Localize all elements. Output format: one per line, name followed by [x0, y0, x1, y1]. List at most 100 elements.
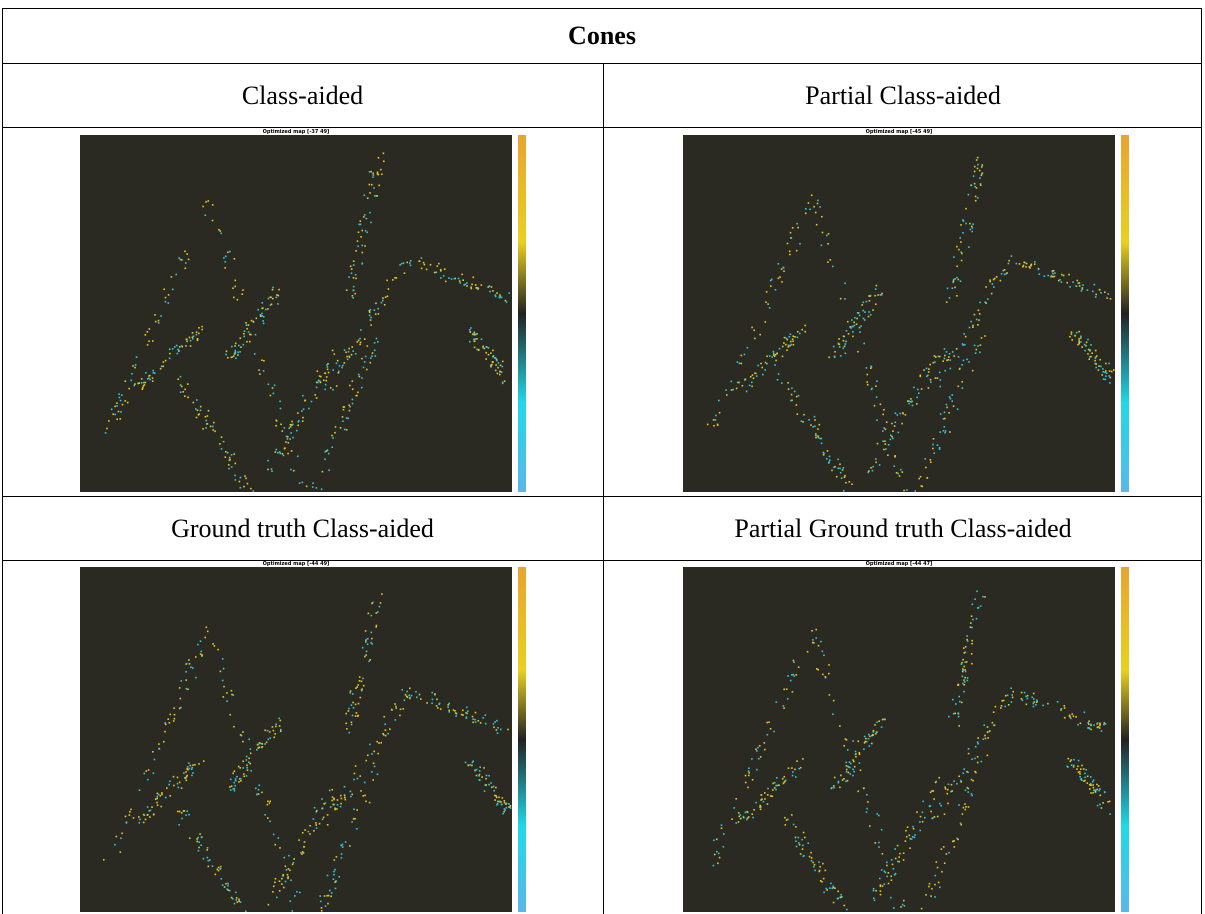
- map-point: [499, 294, 501, 296]
- map-point: [948, 297, 951, 299]
- map-point: [1079, 771, 1081, 773]
- map-point: [715, 414, 717, 417]
- map-point: [966, 358, 968, 361]
- map-point: [503, 810, 505, 813]
- map-point: [333, 803, 335, 806]
- map-point: [796, 336, 799, 339]
- map-point: [197, 836, 199, 839]
- map-point: [962, 682, 964, 685]
- map-point: [313, 806, 316, 809]
- map-point: [1081, 346, 1083, 348]
- map-point: [246, 764, 248, 767]
- map-point: [994, 705, 997, 708]
- map-point: [475, 333, 477, 336]
- map-point: [184, 777, 187, 779]
- map-point: [1077, 765, 1079, 768]
- map-point: [942, 846, 945, 848]
- map-point: [934, 377, 937, 379]
- map-point: [361, 263, 363, 265]
- map-point: [196, 409, 199, 412]
- map-point: [881, 885, 884, 887]
- map-point: [849, 773, 852, 775]
- map-point: [286, 438, 289, 440]
- map-point: [332, 388, 334, 391]
- map-point: [364, 229, 367, 232]
- map-point: [795, 840, 797, 842]
- map-point: [297, 412, 299, 414]
- map-point: [1084, 776, 1086, 779]
- map-point: [121, 403, 124, 406]
- map-point: [138, 789, 141, 791]
- map-point: [887, 454, 889, 456]
- map-point: [234, 479, 237, 481]
- map-point: [799, 853, 802, 855]
- map-point: [962, 220, 965, 222]
- map-point: [505, 803, 507, 805]
- map-point: [841, 779, 844, 781]
- map-point: [1006, 694, 1009, 697]
- map-point: [348, 355, 350, 358]
- map-point: [1080, 768, 1082, 770]
- map-point: [879, 877, 881, 880]
- map-point: [473, 333, 476, 335]
- map-point: [872, 731, 875, 733]
- map-point: [221, 658, 224, 660]
- map-point: [730, 389, 733, 391]
- map-point: [755, 375, 758, 377]
- map-point: [971, 642, 973, 645]
- map-point: [1108, 370, 1111, 372]
- map-point: [160, 805, 162, 808]
- map-point: [330, 895, 332, 898]
- map-point: [766, 362, 768, 365]
- map-point: [508, 803, 510, 805]
- map-point: [1037, 268, 1040, 271]
- map-point: [246, 767, 248, 769]
- map-point: [770, 278, 773, 281]
- map-point: [819, 206, 821, 208]
- map-point: [929, 363, 931, 366]
- map-point: [971, 794, 973, 797]
- map-point: [966, 638, 968, 641]
- map-point: [906, 489, 908, 491]
- map-point: [972, 324, 974, 327]
- map-point: [943, 813, 946, 815]
- map-point: [842, 347, 845, 349]
- map-point: [895, 472, 898, 474]
- map-point: [350, 353, 353, 356]
- map-point: [269, 296, 271, 299]
- map-point: [810, 424, 812, 426]
- map-point: [859, 769, 862, 772]
- map-point: [755, 748, 757, 750]
- map-point: [503, 380, 506, 382]
- map-point: [312, 818, 315, 820]
- map-point: [967, 787, 969, 790]
- map-point: [248, 757, 250, 760]
- map-point: [865, 811, 868, 813]
- map-point: [981, 173, 983, 175]
- map-point: [364, 245, 366, 247]
- map-point: [496, 292, 498, 294]
- map-point: [180, 706, 182, 709]
- map-point: [844, 282, 846, 285]
- map-point: [781, 777, 784, 780]
- map-point: [1086, 782, 1089, 784]
- map-point: [875, 889, 877, 892]
- map-point: [345, 289, 348, 291]
- map-point: [898, 856, 900, 858]
- map-point: [359, 337, 361, 340]
- map-point: [177, 786, 180, 789]
- map-point: [261, 743, 264, 745]
- map-point: [478, 773, 481, 776]
- map-point: [495, 729, 498, 731]
- map-point: [840, 477, 843, 479]
- map-point: [374, 355, 377, 357]
- map-point: [234, 778, 237, 780]
- map-point: [706, 423, 709, 426]
- map-point: [371, 753, 373, 755]
- map-point: [790, 399, 792, 402]
- map-point: [791, 399, 793, 402]
- map-point: [960, 224, 962, 226]
- map-point: [490, 286, 493, 288]
- map-point: [146, 344, 149, 346]
- map-point: [164, 723, 167, 726]
